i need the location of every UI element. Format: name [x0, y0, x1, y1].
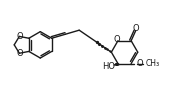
- Text: O: O: [114, 35, 120, 44]
- Text: HO: HO: [102, 62, 115, 71]
- Text: O: O: [16, 49, 23, 58]
- Text: O: O: [132, 24, 139, 33]
- Text: CH₃: CH₃: [146, 59, 160, 68]
- Text: O: O: [16, 32, 23, 41]
- Text: O: O: [137, 59, 143, 68]
